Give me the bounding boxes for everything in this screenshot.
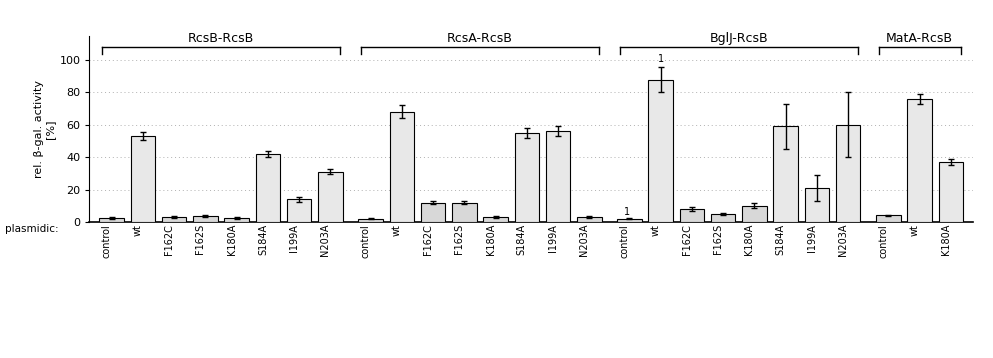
Bar (389, 112, 414, 222)
Text: F162S: F162S (713, 224, 723, 254)
Bar (514, 133, 539, 222)
Bar (131, 136, 155, 222)
Text: F162S: F162S (455, 224, 465, 254)
Bar (742, 206, 767, 222)
Text: 1: 1 (625, 207, 631, 217)
Text: K180A: K180A (940, 224, 951, 255)
Bar (648, 79, 673, 222)
Text: F162C: F162C (164, 224, 174, 255)
Bar (318, 172, 343, 222)
Text: BglJ-RcsB: BglJ-RcsB (709, 32, 769, 45)
Text: N203A: N203A (321, 224, 331, 256)
Bar (618, 219, 641, 222)
Bar (804, 188, 829, 222)
Bar (774, 126, 798, 222)
Text: F162S: F162S (196, 224, 206, 254)
Text: control: control (620, 224, 630, 257)
Text: control: control (360, 224, 370, 257)
Text: N203A: N203A (579, 224, 589, 256)
Bar (194, 216, 217, 222)
Text: MatA-RcsB: MatA-RcsB (886, 32, 953, 45)
Text: I199A: I199A (289, 224, 299, 252)
Bar (836, 125, 861, 222)
Bar (255, 154, 280, 222)
Bar (162, 217, 187, 222)
Text: K180A: K180A (745, 224, 755, 255)
Text: 1: 1 (657, 54, 663, 64)
Text: I199A: I199A (807, 224, 817, 252)
Text: control: control (101, 224, 111, 257)
Bar (99, 218, 124, 222)
Text: F162C: F162C (682, 224, 692, 255)
Bar (938, 162, 963, 222)
Bar (546, 131, 570, 222)
Text: K180A: K180A (226, 224, 236, 255)
Bar (452, 203, 477, 222)
Bar (421, 203, 445, 222)
Bar (679, 209, 704, 222)
Text: S184A: S184A (516, 224, 527, 255)
Text: plasmidic:: plasmidic: (5, 224, 59, 234)
Text: S184A: S184A (776, 224, 785, 255)
Text: K180A: K180A (486, 224, 496, 255)
Bar (224, 218, 249, 222)
Text: control: control (879, 224, 889, 257)
Bar (711, 214, 736, 222)
Text: wt: wt (392, 224, 402, 236)
Text: F162C: F162C (423, 224, 433, 255)
Text: S184A: S184A (258, 224, 268, 255)
Text: I199A: I199A (548, 224, 558, 252)
Text: wt: wt (650, 224, 660, 236)
Text: wt: wt (910, 224, 920, 236)
Bar (908, 99, 931, 222)
Bar (876, 216, 901, 222)
Text: RcsB-RcsB: RcsB-RcsB (188, 32, 254, 45)
Text: wt: wt (133, 224, 143, 236)
Text: N203A: N203A (838, 224, 848, 256)
Text: RcsA-RcsB: RcsA-RcsB (447, 32, 512, 45)
Bar (484, 217, 507, 222)
Bar (358, 219, 383, 222)
Bar (287, 199, 312, 222)
Y-axis label: rel. β-gal. activity
[%]: rel. β-gal. activity [%] (34, 80, 56, 178)
Bar (577, 217, 602, 222)
